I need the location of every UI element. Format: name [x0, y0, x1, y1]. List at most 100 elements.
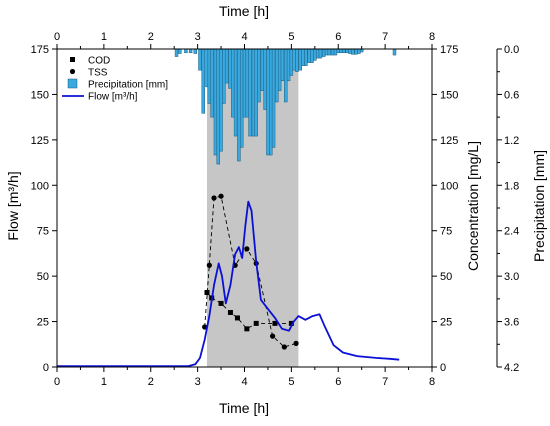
- precipitation-bar: [271, 48, 276, 148]
- flow-tick-label: 125: [31, 135, 49, 147]
- concentration-tick-label: 175: [440, 44, 458, 56]
- precipitation-bar: [198, 48, 202, 71]
- concentration-tick-label: 125: [440, 135, 458, 147]
- tss-marker: [244, 246, 250, 252]
- series-layer: [57, 193, 400, 367]
- precipitation-bar: [260, 48, 265, 91]
- concentration-tick-label: 75: [440, 226, 452, 238]
- legend-swatch-precipitation: [67, 78, 78, 89]
- precipitation-bar: [222, 48, 226, 104]
- cod-marker: [227, 309, 233, 315]
- bottom-tick-label: 0: [54, 376, 60, 388]
- precipitation-tick-label: 0.6: [504, 89, 519, 101]
- concentration-tick-label: 100: [440, 180, 458, 192]
- precipitation-bar: [219, 48, 223, 152]
- precipitation-bar: [336, 48, 340, 54]
- bottom-tick-label: 4: [241, 376, 247, 388]
- flow-line: [57, 200, 400, 367]
- precipitation-bar: [207, 48, 212, 104]
- concentration-tick-label: 150: [440, 89, 458, 101]
- precipitation-bars: [174, 48, 397, 165]
- flow-tick-label: 25: [37, 317, 49, 329]
- bottom-tick-label: 5: [288, 376, 294, 388]
- precipitation-bar: [277, 48, 282, 91]
- precipitation-bar: [224, 48, 229, 84]
- precipitation-bar: [322, 48, 326, 57]
- top-tick-label: 7: [382, 31, 388, 43]
- precipitation-bar: [357, 48, 361, 54]
- cod-marker: [253, 320, 259, 326]
- bottom-tick-label: 8: [429, 376, 435, 388]
- tss-marker: [270, 333, 276, 339]
- flow-tick-label: 75: [37, 226, 49, 238]
- legend-swatch-cod: [70, 57, 75, 62]
- concentration-tick-label: 0: [440, 362, 446, 374]
- precipitation-bar: [251, 48, 256, 137]
- precipitation-bar: [324, 48, 329, 56]
- bottom-tick-label: 1: [101, 376, 107, 388]
- top-tick-label: 2: [148, 31, 154, 43]
- precipitation-bar: [254, 48, 258, 137]
- concentration-axis-title: Concentration [mg/L]: [465, 141, 481, 271]
- top-tick-label: 4: [241, 31, 247, 43]
- precipitation-bar: [315, 48, 320, 59]
- precipitation-bar: [275, 48, 279, 103]
- top-axis-title: Time [h]: [219, 3, 269, 19]
- precipitation-bar: [392, 48, 397, 56]
- cod-marker: [204, 289, 210, 295]
- precipitation-bar: [354, 48, 358, 55]
- precipitation-bar: [313, 48, 317, 61]
- precipitation-bar: [292, 48, 296, 71]
- top-tick-label: 6: [335, 31, 341, 43]
- precipitation-tick-label: 4.2: [504, 362, 519, 374]
- bottom-tick-label: 7: [382, 376, 388, 388]
- precipitation-bar: [301, 48, 305, 66]
- precipitation-tick-label: 3.0: [504, 271, 519, 283]
- precipitation-tick-label: 3.6: [504, 317, 519, 329]
- precipitation-bar: [269, 48, 273, 156]
- precipitation-axis-title: Precipitation [mm]: [531, 150, 547, 262]
- precipitation-tick-label: 1.8: [504, 180, 519, 192]
- tss-marker: [218, 193, 224, 199]
- tss-line: [204, 195, 297, 348]
- legend-label: TSS: [88, 68, 108, 79]
- precipitation-bar: [174, 48, 179, 57]
- precipitation-bar: [242, 48, 247, 118]
- cod-marker: [244, 326, 250, 332]
- precipitation-bar: [233, 48, 238, 137]
- precipitation-bar: [286, 48, 291, 82]
- precipitation-bar: [263, 48, 267, 110]
- precipitation-bar: [239, 48, 244, 148]
- precipitation-bar: [216, 48, 220, 165]
- precipitation-bar: [330, 48, 335, 56]
- tss-marker: [211, 195, 217, 201]
- precipitation-bar: [245, 48, 250, 118]
- precipitation-bar: [193, 48, 197, 54]
- top-tick-label: 3: [195, 31, 201, 43]
- precipitation-bar: [307, 48, 311, 63]
- precipitation-bar: [188, 48, 193, 54]
- precipitation-bar: [333, 48, 338, 56]
- precipitation-bar: [184, 48, 188, 54]
- precipitation-bar: [210, 48, 214, 118]
- precipitation-bar: [289, 48, 294, 76]
- cod-line: [206, 292, 292, 330]
- precipitation-tick-label: 0.0: [504, 44, 519, 56]
- flow-tick-label: 150: [31, 89, 49, 101]
- precipitation-bar: [310, 48, 314, 63]
- legend-swatch-tss: [69, 68, 76, 75]
- legend-label: COD: [88, 56, 110, 67]
- bottom-tick-label: 2: [148, 376, 154, 388]
- precipitation-bar: [201, 48, 205, 114]
- precipitation-bar: [327, 48, 332, 56]
- tss-marker: [202, 324, 208, 330]
- precipitation-bar: [348, 48, 352, 54]
- precipitation-bar: [266, 48, 270, 156]
- precipitation-tick-label: 2.4: [504, 226, 519, 238]
- top-tick-label: 0: [54, 31, 60, 43]
- axis-layer: 0011223344556677880255075100125150175025…: [31, 31, 520, 388]
- top-tick-label: 1: [101, 31, 107, 43]
